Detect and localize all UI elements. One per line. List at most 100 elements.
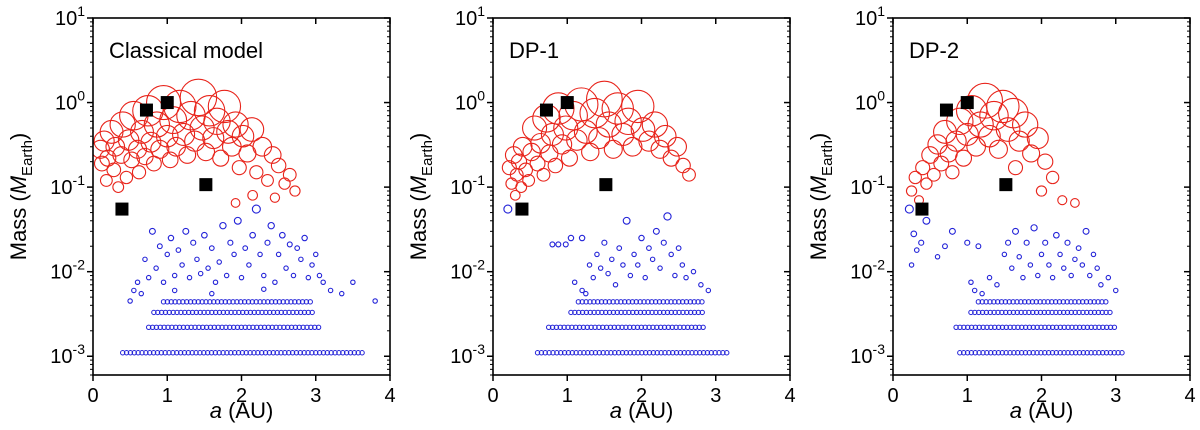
planet-point bbox=[653, 124, 677, 148]
small-body-point bbox=[622, 299, 628, 305]
small-body-point bbox=[972, 324, 979, 330]
planet-point bbox=[573, 119, 598, 144]
small-body-point bbox=[176, 324, 183, 330]
small-body-point bbox=[219, 221, 227, 230]
y-tick-label: 10-1 bbox=[450, 172, 485, 199]
small-body-point bbox=[242, 245, 249, 252]
small-body-point bbox=[234, 324, 241, 330]
planet-point bbox=[231, 124, 255, 148]
small-body-point bbox=[238, 299, 244, 305]
small-body-point bbox=[608, 350, 614, 356]
small-body-point bbox=[699, 299, 705, 305]
planet-point bbox=[588, 127, 611, 150]
small-body-point bbox=[590, 274, 596, 281]
planet-point bbox=[1070, 198, 1080, 208]
small-body-point bbox=[150, 350, 157, 356]
small-body-point bbox=[611, 324, 618, 330]
planet-point bbox=[1035, 185, 1048, 197]
planet-point bbox=[150, 139, 170, 159]
small-body-point bbox=[1099, 309, 1105, 316]
small-body-point bbox=[205, 265, 211, 271]
planet-point bbox=[93, 155, 110, 172]
small-body-point bbox=[176, 299, 182, 305]
planet-point bbox=[172, 122, 196, 146]
solar-system-marker bbox=[599, 178, 613, 192]
small-body-point bbox=[1038, 251, 1045, 258]
small-body-point bbox=[964, 324, 971, 330]
y-tick-label: 100 bbox=[455, 88, 485, 115]
solar-system-marker bbox=[139, 103, 153, 117]
small-body-point bbox=[586, 262, 593, 268]
small-body-point bbox=[630, 324, 637, 330]
small-body-point bbox=[284, 324, 291, 330]
small-body-point bbox=[199, 299, 205, 305]
small-body-point bbox=[1007, 350, 1013, 356]
y-axis-label: Mass (MEarth) bbox=[406, 133, 436, 261]
x-tick-label: 2 bbox=[636, 385, 647, 407]
planet-point bbox=[614, 107, 642, 136]
small-body-point bbox=[276, 299, 283, 305]
planet-point bbox=[270, 157, 287, 174]
planet-point bbox=[130, 119, 154, 144]
small-body-point bbox=[657, 265, 663, 271]
small-body-point bbox=[691, 309, 698, 316]
small-body-point bbox=[642, 274, 648, 281]
small-body-point bbox=[315, 324, 322, 330]
small-body-point bbox=[565, 324, 571, 330]
small-body-point bbox=[695, 299, 701, 305]
small-body-point bbox=[606, 299, 612, 305]
small-body-point bbox=[1095, 299, 1101, 305]
small-body-point bbox=[179, 262, 185, 268]
small-body-point bbox=[1064, 309, 1071, 316]
small-body-point bbox=[562, 241, 569, 248]
small-body-point bbox=[257, 251, 263, 258]
x-axis-label: a (AU) bbox=[1010, 398, 1074, 423]
small-body-point bbox=[216, 350, 222, 356]
small-body-point bbox=[1072, 299, 1078, 305]
small-body-point bbox=[162, 309, 169, 316]
small-body-point bbox=[169, 324, 175, 330]
small-body-point bbox=[282, 350, 288, 356]
small-body-point bbox=[236, 309, 242, 316]
small-body-point bbox=[351, 350, 358, 356]
small-body-point bbox=[294, 245, 301, 252]
planet-point bbox=[945, 165, 960, 180]
small-body-point bbox=[687, 309, 694, 316]
small-body-point bbox=[635, 262, 641, 268]
small-body-point bbox=[545, 324, 552, 330]
small-body-point bbox=[263, 309, 269, 316]
planet-point bbox=[547, 157, 564, 174]
small-body-point bbox=[347, 350, 354, 356]
small-body-point bbox=[175, 247, 182, 253]
small-body-point bbox=[1088, 324, 1094, 330]
small-body-point bbox=[1076, 309, 1082, 316]
small-body-point bbox=[164, 251, 171, 258]
planet-point bbox=[99, 173, 113, 187]
small-body-point bbox=[1046, 262, 1052, 268]
small-body-point bbox=[549, 324, 556, 330]
small-body-point bbox=[1072, 309, 1078, 316]
small-body-point bbox=[1011, 350, 1017, 356]
planet-point bbox=[106, 162, 122, 178]
small-body-point bbox=[209, 290, 215, 297]
small-body-point bbox=[372, 298, 378, 304]
small-body-point bbox=[634, 324, 641, 330]
small-body-point bbox=[980, 324, 986, 330]
planet-point bbox=[1012, 111, 1039, 138]
small-body-point bbox=[316, 350, 323, 356]
planet-point bbox=[289, 185, 301, 197]
planet-point bbox=[579, 97, 610, 129]
x-tick-label: 4 bbox=[784, 385, 795, 407]
small-body-point bbox=[557, 324, 563, 330]
small-body-point bbox=[976, 324, 982, 330]
small-body-point bbox=[262, 350, 269, 356]
small-body-point bbox=[616, 245, 623, 252]
y-tick-label: 10-2 bbox=[50, 257, 85, 284]
small-body-point bbox=[259, 309, 265, 316]
small-body-point bbox=[255, 350, 261, 356]
small-body-point bbox=[683, 299, 690, 305]
small-body-point bbox=[1030, 309, 1036, 316]
small-body-point bbox=[652, 299, 659, 305]
small-body-point bbox=[683, 274, 689, 281]
small-body-point bbox=[980, 350, 986, 356]
